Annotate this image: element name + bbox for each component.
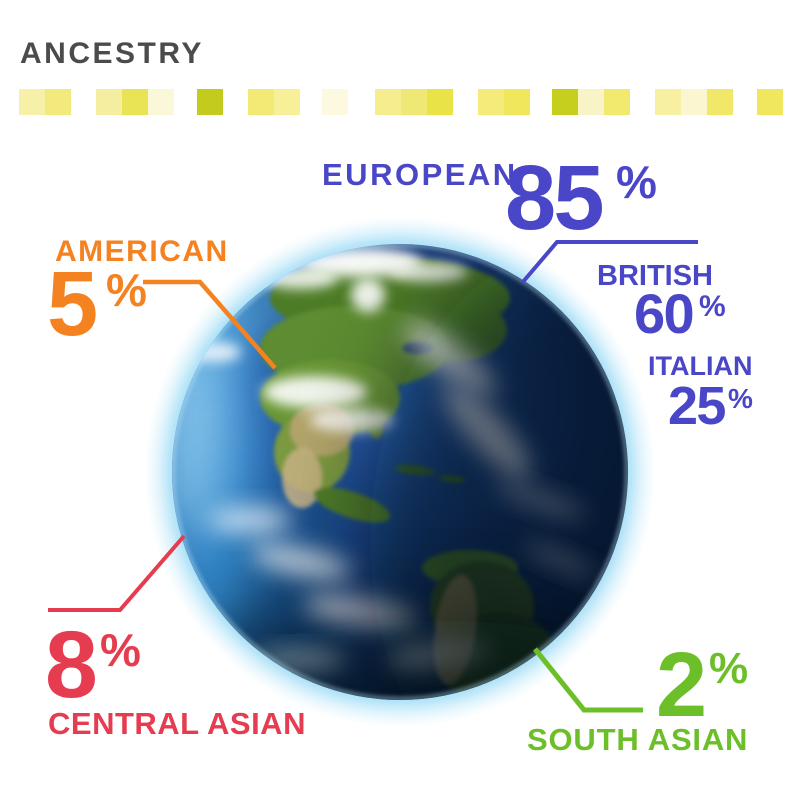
strip-square (578, 89, 604, 115)
page-title: ANCESTRY (20, 37, 204, 70)
south-asian-leader-line (533, 647, 643, 713)
strip-square (604, 89, 630, 115)
label-south-asian: SOUTH ASIAN (527, 722, 749, 757)
value-south-asian: 2 (656, 634, 707, 736)
label-italian: ITALIAN (648, 351, 753, 381)
percent-sign-american: % (106, 264, 147, 316)
value-british: 60 (634, 282, 695, 345)
value-european: 85 (505, 147, 605, 249)
globe-rim-highlight (171, 243, 629, 701)
strip-square (504, 89, 530, 115)
strip-square (681, 89, 707, 115)
percent-sign-central-asian: % (100, 624, 141, 676)
cloud-layer (189, 247, 597, 670)
strip-square (375, 89, 401, 115)
strip-square (655, 89, 681, 115)
strip-square (274, 89, 300, 115)
strip-square (248, 89, 274, 115)
central-asian-leader-line (48, 534, 186, 612)
percent-sign-italian: % (728, 383, 753, 414)
label-central-asian: CENTRAL ASIAN (48, 706, 306, 741)
percent-sign-british: % (699, 290, 726, 323)
value-italian: 25 (668, 376, 726, 436)
strip-square (197, 89, 223, 115)
label-european: EUROPEAN (322, 157, 518, 192)
strip-square (322, 89, 348, 115)
american-leader-line (143, 279, 277, 370)
strip-square (122, 89, 148, 115)
strip-square (148, 89, 174, 115)
continent-north-america (260, 258, 510, 523)
continent-south-america (422, 550, 558, 700)
percent-sign-european: % (616, 156, 657, 208)
strip-square (19, 89, 45, 115)
strip-square (552, 89, 578, 115)
strip-square (478, 89, 504, 115)
strip-square (757, 89, 783, 115)
strip-square (96, 89, 122, 115)
strip-square (427, 89, 453, 115)
percent-sign-south-asian: % (709, 644, 749, 693)
strip-square (45, 89, 71, 115)
strip-square (401, 89, 427, 115)
globe-ocean-sphere (172, 244, 628, 700)
value-american: 5 (47, 253, 98, 355)
value-central-asian: 8 (45, 612, 98, 718)
globe-atmosphere-glow (144, 216, 656, 728)
strip-square (707, 89, 733, 115)
label-british: BRITISH (597, 260, 713, 292)
label-american: AMERICAN (55, 235, 229, 268)
